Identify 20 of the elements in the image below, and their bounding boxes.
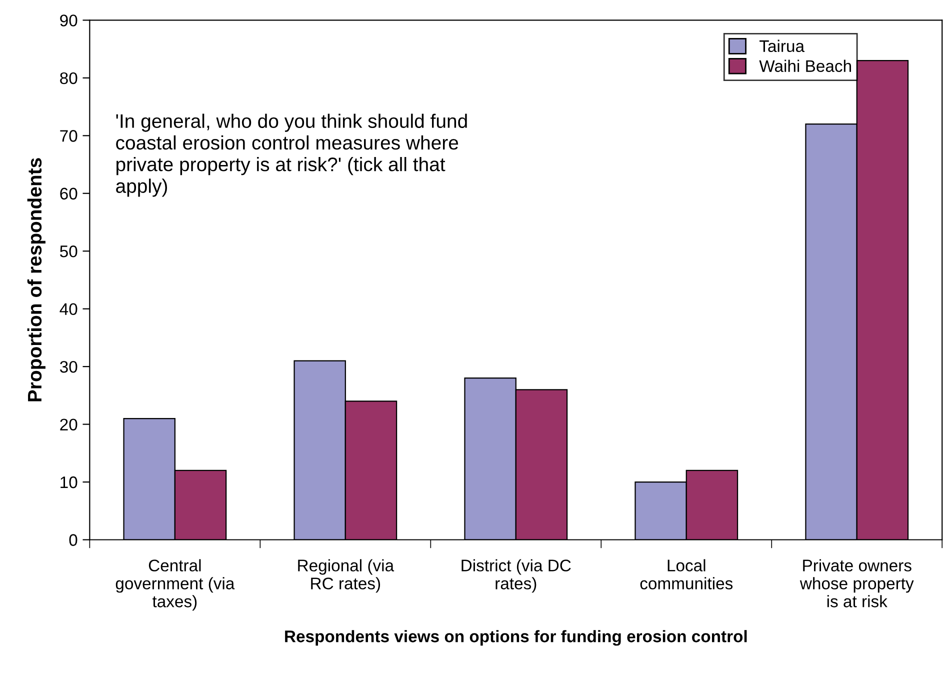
y-tick-label: 80 (60, 72, 78, 84)
y-tick-label: 40 (60, 303, 78, 316)
y-tick-label: 60 (60, 188, 78, 200)
x-tick-label: Private owners whose property is at risk (800, 559, 914, 608)
legend-label: Tairua (760, 40, 805, 52)
y-tick-label: 90 (60, 14, 78, 26)
x-tick-label: Local communities (640, 559, 733, 590)
y-tick-label: 0 (69, 534, 78, 546)
y-axis-title: Proportion of respondents (27, 158, 46, 402)
x-axis-title: Respondents views on options for funding erosion control (285, 630, 747, 646)
y-tick-label: 50 (60, 246, 78, 258)
x-tick-label: District (via DC rates) (462, 559, 571, 593)
x-tick-label: Regional (via RC rates) (298, 559, 394, 593)
x-tick-label: Central government (via taxes) (116, 559, 235, 611)
annotation: 'In general, who do you think should fund coastal erosion control measures where private property is at risk?' (tick all that apply) (116, 114, 467, 197)
legend-label: Waihi Beach (759, 60, 851, 72)
y-tick-label: 70 (60, 130, 78, 142)
y-tick-label: 20 (60, 418, 78, 430)
y-tick-label: 30 (60, 360, 78, 373)
y-tick-label: 10 (60, 476, 78, 488)
